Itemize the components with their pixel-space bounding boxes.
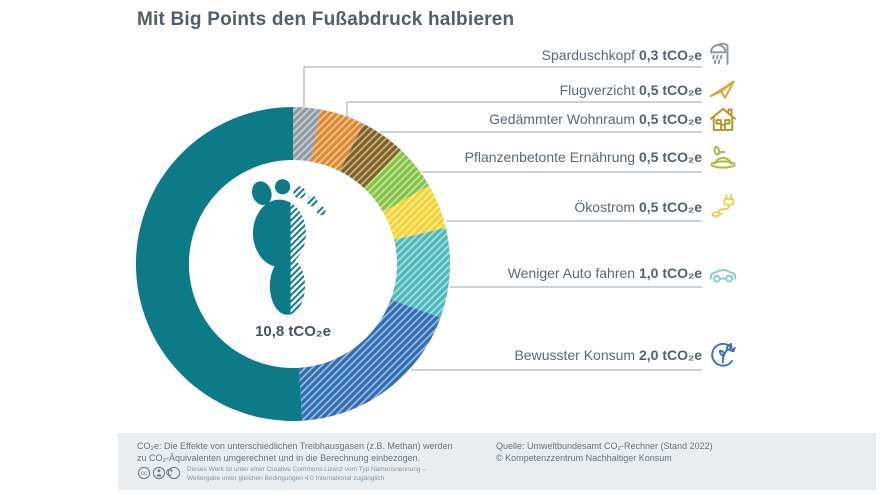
- legend-value: 1,0 tCO₂e: [638, 265, 702, 281]
- hatch-overlay: [390, 227, 451, 318]
- hatch-overlay: [299, 299, 441, 421]
- legend-value: 0,5 tCO₂e: [638, 82, 702, 98]
- page-title: Mit Big Points den Fußabdruck halbieren: [137, 9, 515, 30]
- donut-segment-remainder: [135, 107, 303, 421]
- footnote: CO₂e: Die Effekte von unterschiedlichen …: [137, 440, 453, 464]
- donut-segments: [135, 107, 451, 421]
- hatch-overlay: [293, 107, 321, 162]
- legend-label: Flugverzicht 0,5 tCO₂e: [559, 82, 702, 98]
- house-icon: [706, 104, 740, 134]
- legend-value: 0,5 tCO₂e: [638, 149, 702, 165]
- airplane-icon: [706, 75, 740, 105]
- consumption-icon: [706, 340, 740, 370]
- hatch-overlay: [339, 123, 401, 189]
- hatch-overlay: [383, 185, 446, 241]
- source-line1: Quelle: Umweltbundesamt CO₂-Rechner (Sta…: [496, 441, 713, 451]
- legend-row-bewusster-konsum: Bewusster Konsum 2,0 tCO₂e: [0, 342, 880, 368]
- leader-lines: [303, 66, 702, 371]
- hatch-overlay: [311, 109, 364, 172]
- footnote-line1: CO₂e: Die Effekte von unterschiedlichen …: [137, 441, 453, 451]
- legend-value: 0,3 tCO₂e: [638, 47, 702, 63]
- legend-row-ged-mmter-wohnraum: Gedämmter Wohnraum 0,5 tCO₂e: [0, 107, 880, 132]
- footer: CO₂e: Die Effekte von unterschiedlichen …: [118, 433, 876, 490]
- cc-by-sa-icons: cc: [137, 466, 181, 480]
- source-note: Quelle: Umweltbundesamt CO₂-Rechner (Sta…: [496, 440, 713, 464]
- plug-icon: [706, 192, 740, 222]
- legend-row-weniger-auto-fahren: Weniger Auto fahren 1,0 tCO₂e: [0, 264, 880, 286]
- legend-value: 0,5 tCO₂e: [638, 111, 702, 127]
- total-footprint-value: 10,8 tCO₂e: [255, 323, 331, 340]
- car-icon: [706, 258, 740, 288]
- legend-row-sparduschkopf: Sparduschkopf 0,3 tCO₂e: [0, 42, 880, 68]
- legend-label: Bewusster Konsum 2,0 tCO₂e: [514, 347, 702, 363]
- legend-value: 2,0 tCO₂e: [638, 347, 702, 363]
- svg-text:cc: cc: [141, 471, 147, 477]
- license-text: Dieses Werk ist unter einer Creative Com…: [187, 466, 426, 482]
- legend-label: Sparduschkopf 0,3 tCO₂e: [541, 47, 702, 63]
- legend-label: Pflanzenbetonte Ernährung 0,5 tCO₂e: [464, 149, 702, 165]
- hatch-overlay: [364, 149, 429, 212]
- legend-label: Ökostrom 0,5 tCO₂e: [574, 199, 702, 215]
- legend-value: 0,5 tCO₂e: [638, 199, 702, 215]
- legend-row-flugverzicht: Flugverzicht 0,5 tCO₂e: [0, 80, 880, 103]
- meal-icon: [706, 142, 740, 172]
- footnote-line2: zu CO₂-Äquivalenten umgerechnet und in d…: [137, 453, 421, 463]
- source-line2: © Kompetenzzentrum Nachhaltiger Konsum: [496, 453, 672, 463]
- legend-row-kostrom: Ökostrom 0,5 tCO₂e: [0, 194, 880, 220]
- legend-label: Gedämmter Wohnraum 0,5 tCO₂e: [489, 111, 702, 127]
- shower-icon: [706, 40, 740, 70]
- legend-row-pflanzenbetonte-ern-hrung: Pflanzenbetonte Ernährung 0,5 tCO₂e: [0, 145, 880, 170]
- legend-label: Weniger Auto fahren 1,0 tCO₂e: [507, 265, 702, 281]
